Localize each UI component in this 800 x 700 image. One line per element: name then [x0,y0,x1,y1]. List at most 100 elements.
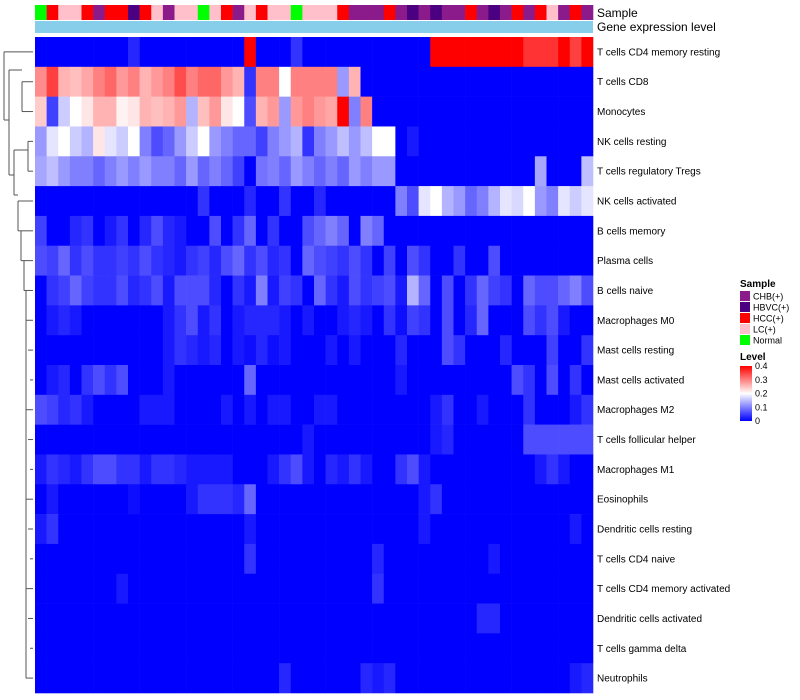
heatmap-cell [476,305,489,336]
heatmap-cell [244,126,257,157]
heatmap-cell [93,66,106,97]
heatmap-cell [58,66,71,97]
heatmap-cell [418,543,431,575]
heatmap-cell [116,96,129,127]
row-label: B cells memory [597,226,665,237]
heatmap-cell [500,663,512,694]
heatmap-cell [360,156,373,187]
heatmap-cell [279,275,292,306]
heatmap-cell [290,663,303,694]
heatmap-cell [430,543,443,575]
heatmap-cell [569,514,582,545]
heatmap-cell [569,335,582,366]
heatmap-cell [569,394,582,425]
heatmap-cell [255,573,268,604]
heatmap-cell [511,633,524,664]
heatmap-cell [104,603,117,634]
heatmap-cell [395,186,408,217]
heatmap-cell [116,394,129,425]
heatmap-cell [465,275,478,306]
heatmap-cell [546,365,559,396]
heatmap-cell [35,37,47,68]
heatmap-cell [523,245,536,276]
heatmap-cell [476,156,489,187]
heatmap-cell [69,633,82,664]
heatmap-cell [430,514,443,545]
heatmap-cell [500,394,512,425]
heatmap-cell [395,573,408,604]
heatmap-cell [46,96,59,127]
heatmap-cell [488,156,501,187]
heatmap-cell [58,96,71,127]
heatmap-cell [116,245,129,276]
heatmap-cell [128,96,140,127]
row-label: T cells CD4 memory resting [597,47,720,58]
heatmap-cell [348,275,361,306]
heatmap-cell [279,603,292,634]
heatmap-cell [255,37,268,68]
heatmap-cell [267,543,280,575]
heatmap-cell [186,484,199,515]
heatmap-cell [174,96,187,127]
heatmap-cell [511,245,524,276]
heatmap-cell [372,394,385,425]
heatmap-cell [476,66,489,97]
heatmap-cell [290,603,303,634]
heatmap-cell [232,66,245,97]
heatmap-cell [81,96,94,127]
heatmap-cell [244,454,257,485]
heatmap-cell [476,454,489,485]
heatmap-cell [476,484,489,515]
heatmap-cell [558,663,571,694]
heatmap-cell [221,305,233,336]
heatmap-cell [523,215,536,247]
heatmap-cell [255,126,268,157]
heatmap-cell [81,543,94,575]
heatmap-cell [430,454,443,485]
heatmap-cell [360,663,373,694]
heatmap-cell [453,215,466,247]
heatmap-cell [546,663,559,694]
heatmap-cell [139,543,152,575]
heatmap-cell [162,245,175,276]
level-color-scale [740,366,752,421]
heatmap-cell [546,633,559,664]
sample-legend-label: HCC(+) [753,314,784,324]
sample-legend-title: Sample [740,279,776,290]
heatmap-cell [35,335,47,366]
heatmap-cell [139,126,152,157]
heatmap-cell [430,96,443,127]
heatmap-cell [569,66,582,97]
heatmap-cell [128,394,140,425]
row-label: NK cells resting [597,137,666,148]
heatmap-cell [267,305,280,336]
heatmap-cell [395,335,408,366]
heatmap-cell [441,96,454,127]
heatmap-cell [407,454,419,485]
heatmap-cell [325,394,338,425]
heatmap-cell [35,633,47,664]
heatmap-cell [302,126,315,157]
heatmap-cell [162,454,175,485]
heatmap-cell [314,424,326,455]
heatmap-cell [279,543,292,575]
heatmap-cell [35,96,47,127]
heatmap-cell [348,305,361,336]
heatmap-cell [348,663,361,694]
sample-legend-swatch [740,324,750,334]
heatmap-cell [569,484,582,515]
heatmap-cell [174,603,187,634]
heatmap-cell [500,573,512,604]
heatmap-cell [534,126,547,157]
heatmap-cell [430,186,443,217]
heatmap-cell [209,245,222,276]
sample-annotation-cell [581,5,594,20]
annotation-label-sample: Sample [597,6,638,20]
heatmap-cell [348,365,361,396]
heatmap-cell [395,245,408,276]
heatmap-cell [314,335,326,366]
heatmap-cell [267,66,280,97]
heatmap-cell [104,275,117,306]
heatmap-cell [395,543,408,575]
heatmap-cell [476,365,489,396]
